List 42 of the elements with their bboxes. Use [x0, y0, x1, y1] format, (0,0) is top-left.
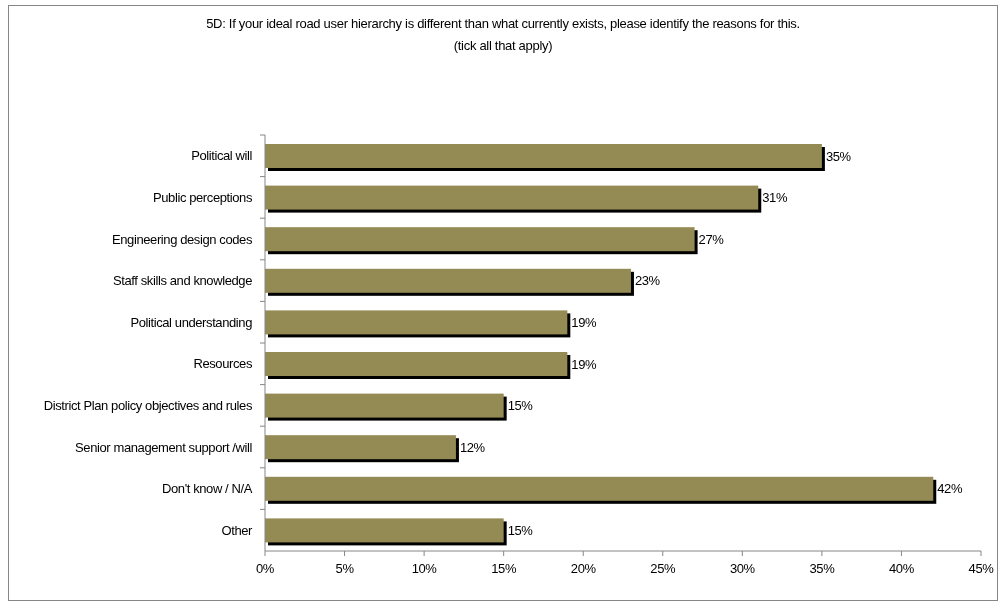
y-tick-label: District Plan policy objectives and rules	[43, 397, 253, 413]
x-tick-label: 25%	[650, 561, 677, 577]
chart-subtitle: (tick all that apply)	[452, 37, 554, 55]
data-label: 35%	[825, 148, 852, 164]
bar	[265, 476, 934, 501]
y-tick-label: Public perceptions	[152, 189, 253, 205]
x-tick-label: 5%	[335, 561, 355, 577]
data-label: 12%	[459, 439, 486, 455]
y-tick-label: Engineering design codes	[111, 231, 253, 247]
y-tick-label: Political will	[191, 148, 253, 164]
bar	[265, 352, 568, 376]
chart-title: 5D: If your ideal road user hierarchy is different than what currently exists, please identify the reasons for this.	[205, 15, 801, 33]
y-tick-label: Don't know / N/A	[161, 481, 253, 497]
data-label: 23%	[634, 273, 661, 289]
data-label: 27%	[698, 231, 725, 247]
x-tick-label: 45%	[968, 561, 995, 577]
bar	[265, 310, 568, 335]
bar	[265, 185, 759, 210]
data-label: 19%	[571, 315, 597, 331]
x-tick-label: 20%	[570, 561, 597, 577]
x-tick-label: 30%	[729, 561, 756, 577]
y-tick-label: Resources	[193, 356, 253, 372]
data-label: 31%	[762, 190, 788, 206]
bar	[265, 435, 456, 460]
y-tick-label: Other	[221, 522, 254, 538]
x-tick-label: 35%	[809, 561, 836, 577]
data-label: 19%	[571, 356, 597, 372]
bar	[265, 268, 631, 293]
x-tick-label: 10%	[411, 561, 438, 577]
y-tick-label: Political understanding	[130, 314, 253, 330]
y-tick-label: Staff skills and knowledge	[113, 273, 253, 289]
bar	[265, 393, 504, 418]
bar	[265, 144, 822, 168]
x-tick-label: 0%	[256, 561, 275, 577]
data-label: 42%	[937, 481, 963, 497]
bar	[265, 227, 695, 252]
data-label: 15%	[507, 523, 534, 539]
x-tick-label: 40%	[889, 561, 915, 577]
data-label: 15%	[507, 398, 534, 414]
y-tick-label: Senior management support /will	[75, 439, 253, 455]
x-tick-label: 15%	[491, 561, 517, 577]
bar	[265, 518, 504, 543]
